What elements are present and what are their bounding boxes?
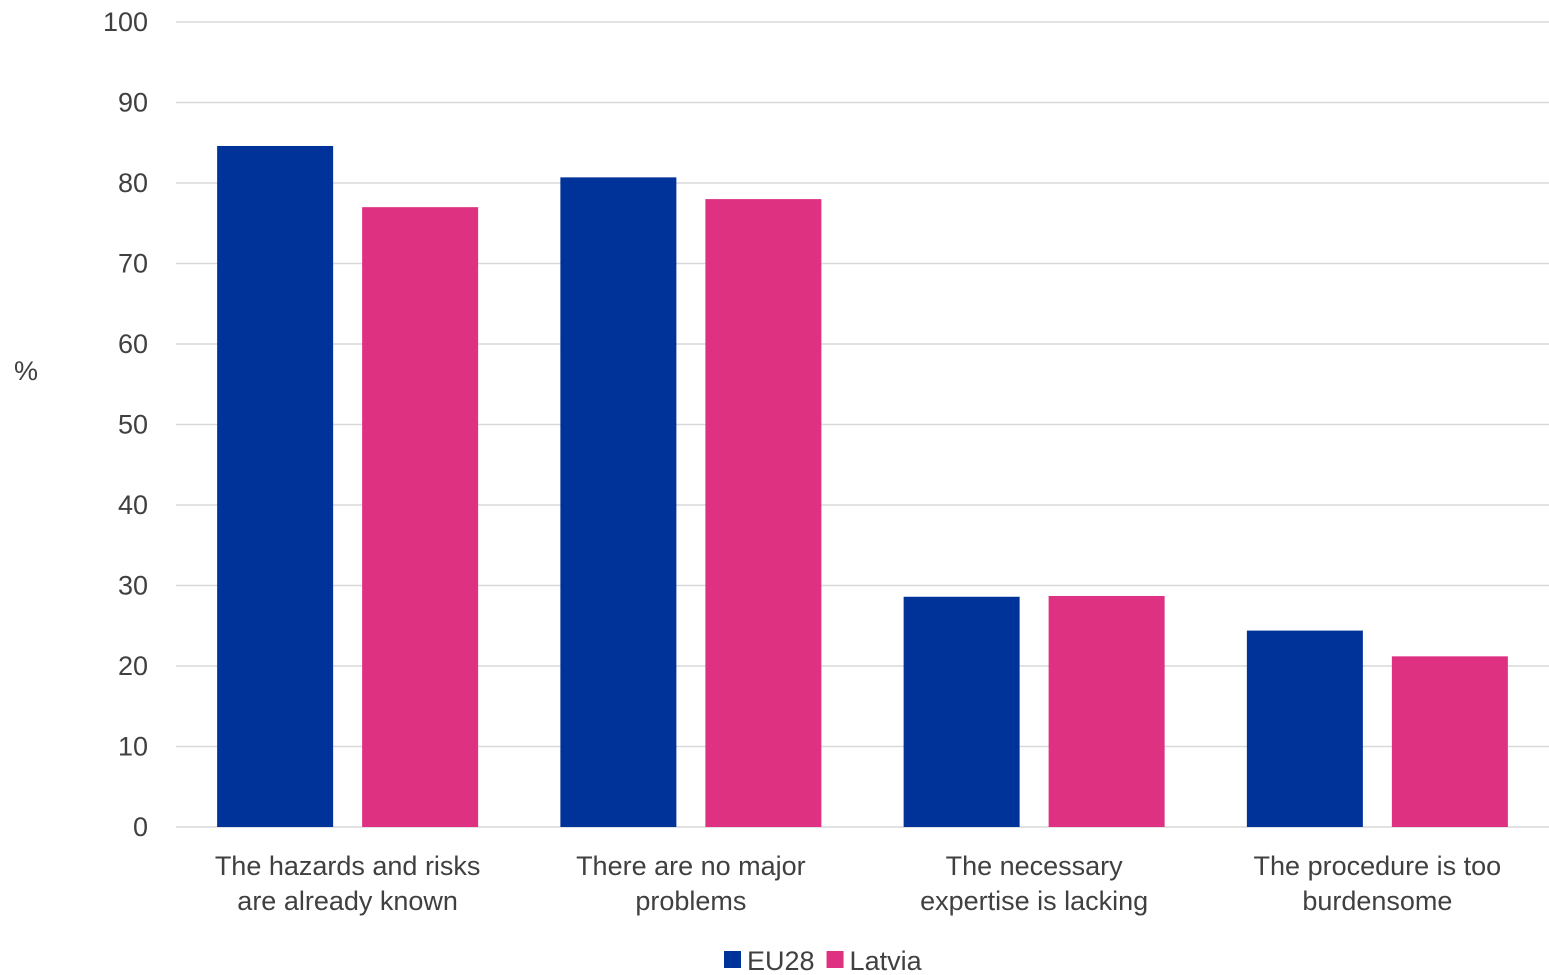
y-axis-ticks: 0 10 20 30 40 50 60 70 80 90 100: [103, 7, 148, 842]
x-category-label-line: expertise is lacking: [920, 886, 1148, 916]
y-axis-label: %: [14, 356, 38, 386]
x-category-label: The necessary expertise is lacking: [920, 851, 1148, 916]
y-tick-label: 60: [118, 329, 148, 359]
x-category-label: There are no major problems: [576, 851, 806, 916]
bar-eu28-3: [903, 596, 1020, 827]
legend-label-eu28: EU28: [747, 946, 815, 975]
bar-latvia-1: [362, 207, 479, 827]
bar-eu28-2: [560, 177, 677, 828]
y-tick-label: 90: [118, 88, 148, 118]
legend: EU28 Latvia: [724, 946, 923, 975]
bar-eu28-1: [217, 145, 334, 828]
y-tick-label: 40: [118, 490, 148, 520]
x-axis-categories: The hazards and risks are already knownTh…: [215, 851, 1501, 916]
x-category-label-line: are already known: [237, 886, 458, 916]
y-tick-label: 100: [103, 7, 148, 37]
x-category-label: The hazards and risks are already known: [215, 851, 481, 916]
x-category-label-line: The procedure is too: [1254, 851, 1502, 881]
x-category-label-line: burdensome: [1302, 886, 1452, 916]
bar-latvia-3: [1048, 595, 1165, 827]
y-tick-label: 80: [118, 168, 148, 198]
bar-latvia-4: [1391, 656, 1508, 827]
x-category-label-line: The necessary: [946, 851, 1124, 881]
y-tick-label: 20: [118, 651, 148, 681]
bar-eu28-4: [1246, 630, 1363, 827]
legend-label-latvia: Latvia: [850, 946, 923, 975]
y-tick-label: 50: [118, 410, 148, 440]
x-category-label: The procedure is too burdensome: [1254, 851, 1502, 916]
x-category-label-line: There are no major: [576, 851, 806, 881]
y-tick-label: 0: [133, 812, 148, 842]
y-tick-label: 10: [118, 732, 148, 762]
bars: [217, 145, 1508, 828]
legend-swatch-eu28: [724, 951, 741, 968]
y-tick-label: 30: [118, 571, 148, 601]
bar-latvia-2: [705, 199, 822, 828]
x-category-label-line: problems: [635, 886, 746, 916]
y-tick-label: 70: [118, 249, 148, 279]
x-category-label-line: The hazards and risks: [215, 851, 481, 881]
legend-swatch-latvia: [826, 951, 844, 968]
